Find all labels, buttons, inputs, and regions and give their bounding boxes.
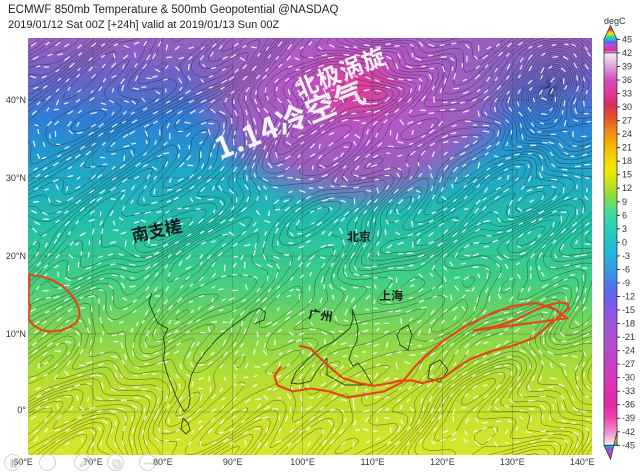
- svg-text:3: 3: [622, 224, 627, 234]
- svg-text:北京: 北京: [347, 228, 371, 245]
- svg-text:degC: degC: [604, 16, 626, 26]
- svg-text:-21: -21: [622, 332, 635, 342]
- svg-text:45: 45: [622, 34, 632, 44]
- svg-text:36: 36: [622, 75, 632, 85]
- svg-text:-33: -33: [622, 386, 635, 396]
- svg-text:33: 33: [622, 89, 632, 99]
- svg-text:9: 9: [622, 197, 627, 207]
- svg-text:0: 0: [622, 237, 627, 247]
- svg-text:6: 6: [622, 210, 627, 220]
- svg-text:-30: -30: [622, 373, 635, 383]
- svg-text:21: 21: [622, 143, 632, 153]
- svg-text:-27: -27: [622, 359, 635, 369]
- svg-text:-6: -6: [622, 264, 630, 274]
- svg-text:39: 39: [622, 62, 632, 72]
- svg-text:30: 30: [622, 102, 632, 112]
- svg-text:-3: -3: [622, 251, 630, 261]
- svg-text:15: 15: [622, 170, 632, 180]
- svg-text:-39: -39: [622, 413, 635, 423]
- svg-text:24: 24: [622, 129, 632, 139]
- svg-text:27: 27: [622, 116, 632, 126]
- svg-text:-15: -15: [622, 305, 635, 315]
- svg-text:-42: -42: [622, 427, 635, 437]
- svg-text:-36: -36: [622, 400, 635, 410]
- svg-text:-12: -12: [622, 292, 635, 302]
- svg-text:42: 42: [622, 48, 632, 58]
- svg-text:上海: 上海: [379, 287, 403, 304]
- svg-text:-9: -9: [622, 278, 630, 288]
- svg-text:18: 18: [622, 156, 632, 166]
- svg-text:-18: -18: [622, 319, 635, 329]
- svg-text:-24: -24: [622, 346, 635, 356]
- svg-text:-45: -45: [622, 440, 635, 450]
- svg-text:12: 12: [622, 183, 632, 193]
- svg-text:广州: 广州: [307, 305, 333, 325]
